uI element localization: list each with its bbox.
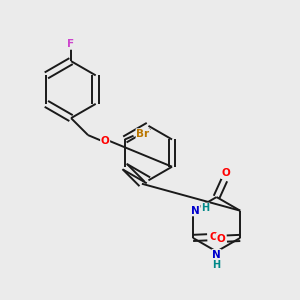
Text: N: N <box>191 206 200 216</box>
Text: O: O <box>209 232 218 242</box>
Text: O: O <box>101 136 110 146</box>
Text: H: H <box>212 260 220 270</box>
Text: N: N <box>212 250 221 260</box>
Text: Br: Br <box>136 129 149 139</box>
Text: F: F <box>68 39 75 49</box>
Text: H: H <box>201 203 209 213</box>
Text: O: O <box>221 168 230 178</box>
Text: O: O <box>216 233 225 244</box>
